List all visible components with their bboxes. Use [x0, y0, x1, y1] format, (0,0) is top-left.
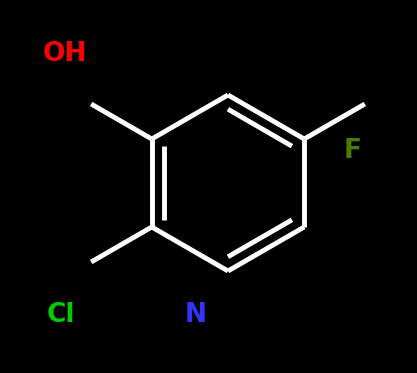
Text: N: N	[185, 302, 207, 328]
Text: OH: OH	[43, 41, 87, 67]
Text: Cl: Cl	[46, 302, 75, 328]
Text: F: F	[343, 138, 362, 164]
